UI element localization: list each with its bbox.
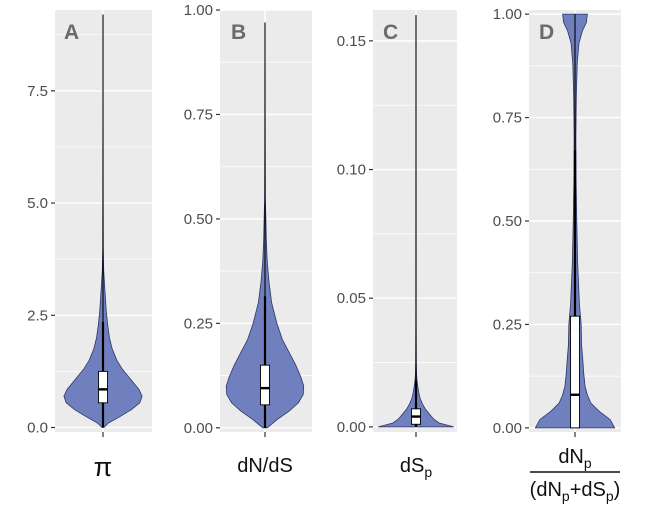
x-axis-label: π (94, 452, 113, 482)
y-axis: 0.0 2.5 5.0 7.5 (27, 83, 104, 437)
x-label-main: dS (400, 455, 424, 477)
x-label-subscript: p (424, 464, 432, 480)
x-axis-label-numerator: dNp (558, 446, 592, 471)
iqr-box (98, 370, 108, 404)
panel-dn-ds: 0.00 0.25 0.50 0.75 1.00 B dN/dS (184, 2, 312, 477)
x-label-den-open: (dN (530, 479, 562, 501)
x-label-num-sub: p (584, 455, 592, 471)
y-tick-label: 0.0 (27, 420, 48, 437)
x-axis-label: dSp (400, 455, 432, 480)
panel-letter: B (231, 21, 246, 44)
x-label-den-mid: +dS (570, 479, 606, 501)
y-tick-label: 1.00 (184, 2, 213, 19)
y-tick-label: 0.00 (337, 419, 366, 436)
y-tick-label: 0.15 (337, 33, 366, 50)
violin-plot (225, 22, 305, 429)
y-tick-label: 0.75 (184, 106, 213, 123)
panel-letter: C (383, 21, 398, 44)
x-axis-label: dN/dS (237, 455, 293, 477)
iqr-box (570, 315, 580, 429)
y-tick-label: 0.50 (493, 213, 522, 230)
y-tick-label: 0.05 (337, 290, 366, 307)
panel-pi: 0.0 2.5 5.0 7.5 A π (27, 10, 152, 482)
y-tick-label: 1.00 (493, 6, 522, 23)
iqr-box (260, 364, 270, 406)
violin-plot (378, 15, 454, 428)
y-tick-label: 0.75 (493, 110, 522, 127)
x-axis-label-denominator: (dNp+dSp) (530, 479, 621, 504)
y-tick-label: 0.00 (493, 420, 522, 437)
y-tick-label: 7.5 (27, 83, 48, 100)
y-axis: 0.00 0.25 0.50 0.75 1.00 (184, 2, 266, 437)
panel-background (373, 10, 457, 432)
y-tick-label: 2.5 (27, 307, 48, 324)
y-axis: 0.00 0.25 0.50 0.75 1.00 (493, 6, 576, 437)
panel-ds-p: 0.00 0.05 0.10 0.15 C dSp (337, 10, 457, 480)
y-tick-label: 5.0 (27, 195, 48, 212)
x-label-den-sub2: p (606, 488, 614, 504)
y-tick-label: 0.25 (493, 316, 522, 333)
violin-plot (534, 13, 616, 429)
x-label-den-sub1: p (562, 488, 570, 504)
violin-plot (63, 14, 143, 428)
y-tick-label: 0.10 (337, 162, 366, 179)
x-label-num-main: dN (558, 446, 584, 468)
y-tick-label: 0.25 (184, 315, 213, 332)
y-tick-label: 0.00 (184, 420, 213, 437)
panel-letter: A (64, 21, 79, 44)
y-axis: 0.00 0.05 0.10 0.15 (337, 33, 417, 437)
x-label-den-close: ) (614, 479, 621, 501)
y-tick-label: 0.50 (184, 211, 213, 228)
panel-letter: D (539, 21, 554, 44)
panel-ratio: 0.00 0.25 0.50 0.75 1.00 D dNp (dNp+dSp) (493, 6, 621, 504)
